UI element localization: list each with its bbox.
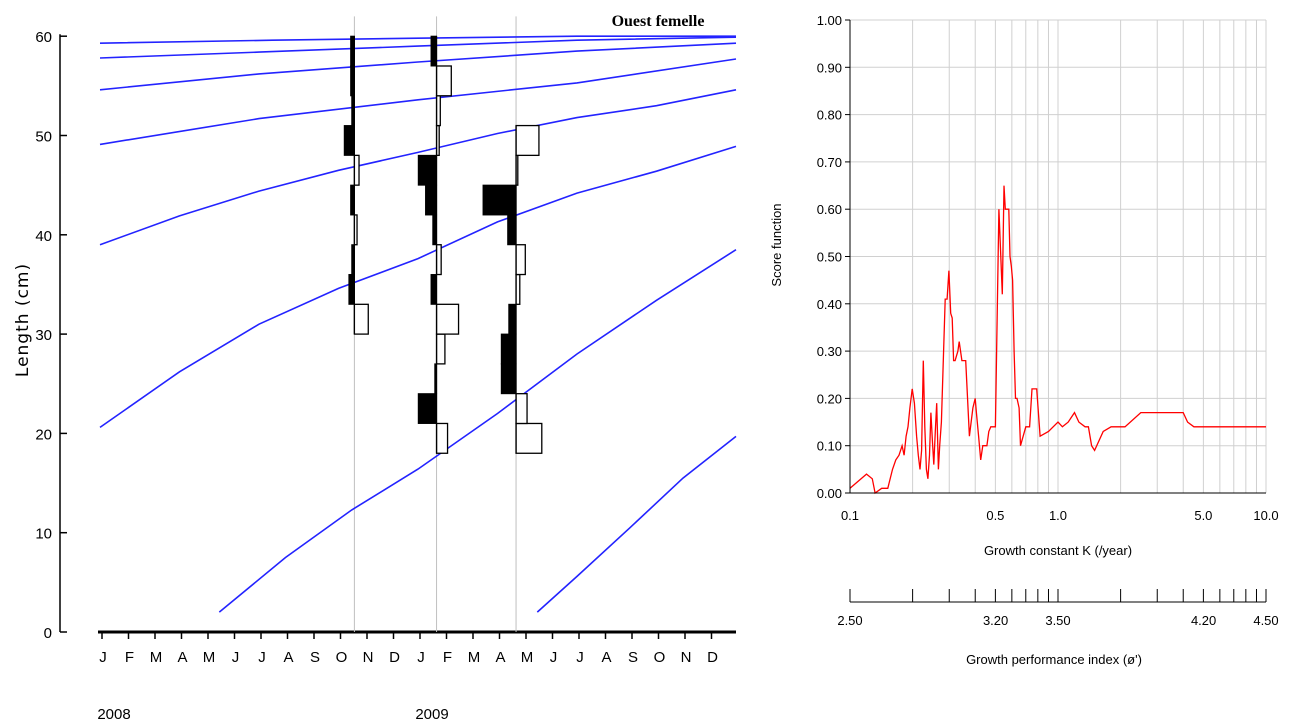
histogram-bar-positive bbox=[435, 303, 460, 335]
month-label: S bbox=[310, 649, 320, 666]
growth-curve bbox=[99, 35, 736, 44]
month-label: A bbox=[177, 649, 187, 666]
score-y-tick-label: 0.70 bbox=[817, 155, 842, 170]
y-tick-label: 0 bbox=[44, 625, 52, 642]
growth-curve bbox=[99, 145, 737, 429]
month-label: D bbox=[707, 649, 718, 666]
histogram-bar-positive bbox=[435, 244, 442, 276]
month-label: S bbox=[628, 649, 638, 666]
histogram-bar-positive bbox=[435, 65, 452, 97]
growth-curve bbox=[99, 42, 737, 91]
histogram-bar-positive bbox=[353, 303, 369, 335]
month-label: O bbox=[336, 649, 348, 666]
score-y-tick-label: 0.50 bbox=[817, 250, 842, 265]
histogram-bar-negative bbox=[430, 35, 438, 67]
y-tick-label: 50 bbox=[35, 129, 52, 146]
month-label: F bbox=[125, 649, 134, 666]
y-tick-label: 40 bbox=[35, 228, 52, 245]
year-label: 2008 bbox=[97, 706, 130, 723]
month-label: M bbox=[521, 649, 534, 666]
histogram-bar-positive bbox=[353, 154, 360, 186]
histogram-bar-positive bbox=[515, 422, 543, 454]
phi-axis-label: Growth performance index (ø') bbox=[966, 652, 1142, 667]
histogram-bar-positive bbox=[515, 244, 526, 276]
score-x-tick-label: 0.1 bbox=[841, 508, 859, 523]
score-x-tick-label: 0.5 bbox=[986, 508, 1004, 523]
histogram-bar-negative bbox=[425, 184, 438, 216]
score-x-tick-label: 5.0 bbox=[1194, 508, 1212, 523]
month-label: N bbox=[681, 649, 692, 666]
histogram-bar-negative bbox=[417, 154, 438, 186]
score-y-tick-label: 0.40 bbox=[817, 297, 842, 312]
growth-curve bbox=[99, 58, 737, 146]
score-x-tick-label: 10.0 bbox=[1253, 508, 1278, 523]
y-tick-label: 60 bbox=[35, 29, 52, 46]
score-x-axis-label: Growth constant K (/year) bbox=[984, 543, 1132, 558]
histogram-bar-negative bbox=[430, 274, 438, 305]
score-y-axis-label: Score function bbox=[769, 203, 784, 286]
histogram-bar-negative bbox=[343, 125, 355, 156]
score-y-tick-label: 0.00 bbox=[817, 486, 842, 501]
score-function-chart: 0.00 0.10 0.20 0.30 0.40 0.50 0.60 0.70 0.80 0.90… bbox=[769, 13, 1279, 558]
month-label: F bbox=[443, 649, 452, 666]
month-label: J bbox=[99, 649, 107, 666]
histogram-bar-negative bbox=[500, 363, 517, 395]
score-y-tick-label: 0.20 bbox=[817, 391, 842, 406]
growth-curve bbox=[99, 89, 737, 246]
phi-tick-label: 3.50 bbox=[1045, 613, 1070, 628]
month-label: N bbox=[363, 649, 374, 666]
growth-performance-axis: 2.50 3.20 3.50 4.20 4.50 Growth performance … bbox=[837, 589, 1279, 667]
phi-tick-label: 3.20 bbox=[983, 613, 1008, 628]
score-y-tick-label: 0.90 bbox=[817, 60, 842, 75]
histogram-bar-positive bbox=[515, 393, 528, 425]
month-label: A bbox=[495, 649, 505, 666]
y-tick-label: 10 bbox=[35, 526, 52, 543]
histogram-bar-negative bbox=[500, 333, 517, 365]
histogram-bar-negative bbox=[508, 303, 517, 335]
month-label: O bbox=[654, 649, 666, 666]
growth-curve bbox=[218, 249, 737, 613]
month-label: M bbox=[150, 649, 163, 666]
month-label: J bbox=[417, 649, 425, 666]
length-frequency-chart: Ouest femelle Length (cm) 0 10 20 30 40 50 60 J… bbox=[13, 13, 737, 723]
score-y-tick-label: 0.60 bbox=[817, 202, 842, 217]
month-label: J bbox=[258, 649, 266, 666]
score-y-tick-label: 1.00 bbox=[817, 13, 842, 28]
month-label: M bbox=[468, 649, 481, 666]
chart-title: Ouest femelle bbox=[612, 13, 705, 30]
histogram-bar-negative bbox=[482, 184, 517, 216]
phi-tick-label: 4.20 bbox=[1191, 613, 1216, 628]
year-label: 2009 bbox=[415, 706, 448, 723]
month-label: D bbox=[389, 649, 400, 666]
score-x-tick-label: 1.0 bbox=[1049, 508, 1067, 523]
month-label: J bbox=[576, 649, 584, 666]
histogram-bar-positive bbox=[435, 422, 449, 454]
score-y-tick-label: 0.30 bbox=[817, 344, 842, 359]
phi-tick-label: 2.50 bbox=[837, 613, 862, 628]
histogram-bar-positive bbox=[435, 333, 446, 365]
histogram-bar-negative bbox=[417, 393, 438, 424]
histogram-bar-positive bbox=[515, 124, 540, 157]
histogram-bar-negative bbox=[348, 274, 355, 305]
growth-curve bbox=[99, 36, 737, 59]
growth-curve bbox=[536, 435, 737, 613]
y-tick-label: 30 bbox=[35, 327, 52, 344]
score-y-tick-label: 0.80 bbox=[817, 108, 842, 123]
score-line bbox=[849, 185, 1266, 495]
y-tick-label: 20 bbox=[35, 426, 52, 443]
score-y-tick-label: 0.10 bbox=[817, 439, 842, 454]
month-label: J bbox=[550, 649, 558, 666]
month-label: A bbox=[601, 649, 611, 666]
histogram-bar-negative bbox=[507, 214, 517, 246]
y-axis-label: Length (cm) bbox=[13, 263, 33, 377]
month-label: A bbox=[283, 649, 293, 666]
month-label: M bbox=[203, 649, 216, 666]
month-label: J bbox=[232, 649, 240, 666]
phi-tick-label: 4.50 bbox=[1253, 613, 1278, 628]
